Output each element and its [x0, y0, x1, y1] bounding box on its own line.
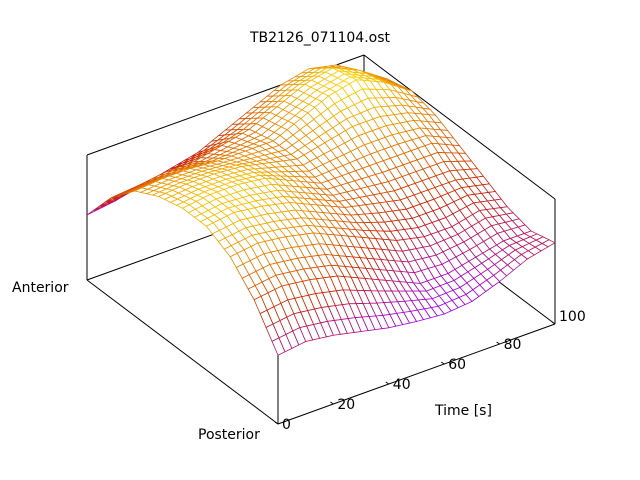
x-tick-label: 60: [448, 357, 467, 373]
box-edge: [363, 54, 556, 200]
x-tick-mark: [551, 321, 556, 325]
x-tick-label: 40: [392, 377, 411, 393]
position-axis: [86, 279, 279, 425]
x-axis-label: Time [s]: [435, 403, 492, 419]
x-tick-label: 20: [337, 397, 356, 413]
anterior-label: Anterior: [12, 280, 69, 296]
posterior-label: Posterior: [198, 427, 260, 443]
x-tick-mark: [274, 421, 279, 425]
x-tick-label: 100: [559, 309, 586, 325]
surface-cell: [271, 337, 286, 356]
x-tick-label: 80: [503, 337, 522, 353]
x-tick-mark: [496, 341, 500, 345]
x-tick-mark: [330, 401, 334, 405]
time-axis: [277, 323, 556, 425]
x-tick-label: 0: [282, 417, 291, 433]
x-tick-mark: [440, 361, 445, 365]
x-tick-mark: [385, 381, 390, 385]
chart-title: TB2126_071104.ost: [249, 30, 391, 46]
